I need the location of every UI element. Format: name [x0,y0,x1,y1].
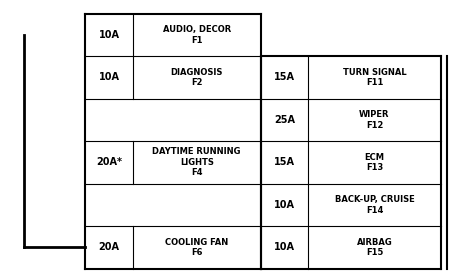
Text: AUDIO, DECOR
F1: AUDIO, DECOR F1 [163,25,231,45]
Text: 15A: 15A [274,157,295,167]
Text: 25A: 25A [274,115,295,125]
Text: 10A: 10A [274,200,295,210]
Text: 10A: 10A [99,30,119,40]
Text: TURN SIGNAL
F11: TURN SIGNAL F11 [343,68,406,87]
Text: AIRBAG
F15: AIRBAG F15 [356,238,392,257]
Text: WIPER
F12: WIPER F12 [359,110,390,130]
Text: DIAGNOSIS
F2: DIAGNOSIS F2 [171,68,223,87]
Text: 10A: 10A [99,72,119,82]
Text: DAYTIME RUNNING
LIGHTS
F4: DAYTIME RUNNING LIGHTS F4 [153,147,241,177]
Text: 15A: 15A [274,72,295,82]
Text: 20A: 20A [99,242,119,252]
Text: 20A*: 20A* [96,157,122,167]
Text: BACK-UP, CRUISE
F14: BACK-UP, CRUISE F14 [335,195,414,215]
Text: ECM
F13: ECM F13 [365,153,384,172]
Text: 10A: 10A [274,242,295,252]
Text: COOLING FAN
F6: COOLING FAN F6 [165,238,228,257]
